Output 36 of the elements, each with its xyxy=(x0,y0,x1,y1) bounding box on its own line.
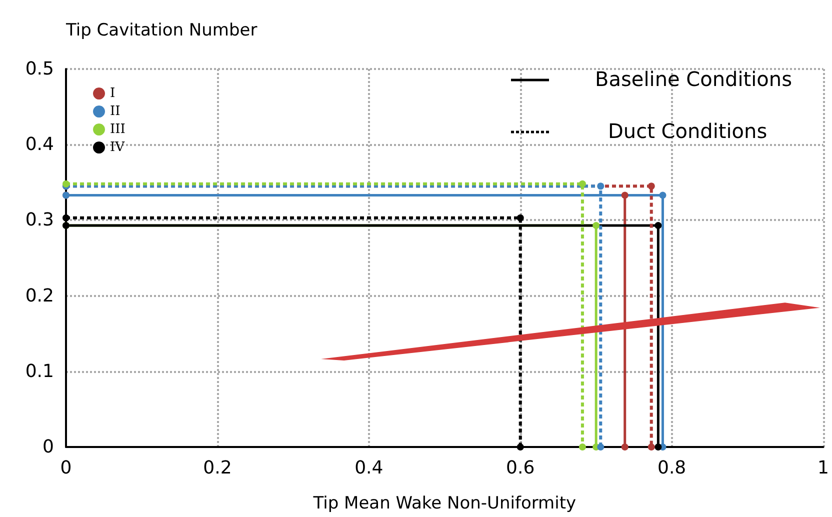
x-tick-label: 0.8 xyxy=(658,458,686,478)
y-tick-label: 0.5 xyxy=(25,58,54,80)
x-tick-label: 0.2 xyxy=(203,458,232,478)
legend-label: II xyxy=(110,104,120,119)
point xyxy=(62,214,70,222)
point xyxy=(654,444,662,450)
point xyxy=(62,180,70,188)
y-tick-label: 0.1 xyxy=(25,360,54,382)
point xyxy=(648,182,655,190)
y-tick-label: 0.4 xyxy=(25,134,54,156)
point xyxy=(621,444,628,450)
point xyxy=(597,182,604,190)
point xyxy=(592,222,600,229)
annotation: Baseline Conditions xyxy=(595,67,792,91)
point xyxy=(597,444,604,450)
point xyxy=(621,192,628,199)
point xyxy=(578,180,586,188)
x-tick-label: 1 xyxy=(818,458,829,478)
y-axis-title: Tip Cavitation Number xyxy=(65,20,258,40)
y-tick-label: 0 xyxy=(42,436,54,458)
point xyxy=(578,444,586,450)
point xyxy=(516,444,524,450)
legend-label: III xyxy=(110,122,126,137)
y-tick-label: 0.2 xyxy=(25,285,54,306)
point xyxy=(659,192,666,199)
legend-label: IV xyxy=(110,140,126,155)
x-tick-label: 0.6 xyxy=(506,458,535,478)
x-axis-title: Tip Mean Wake Non-Uniformity xyxy=(312,494,576,514)
point xyxy=(516,214,524,222)
annotation: Duct Conditions xyxy=(608,119,768,143)
legend-label: I xyxy=(110,86,116,101)
x-tick-label: 0 xyxy=(60,458,72,478)
point xyxy=(654,222,662,229)
y-tick-label: 0.3 xyxy=(25,210,54,231)
x-tick-label: 0.4 xyxy=(354,458,384,478)
point xyxy=(648,444,655,450)
